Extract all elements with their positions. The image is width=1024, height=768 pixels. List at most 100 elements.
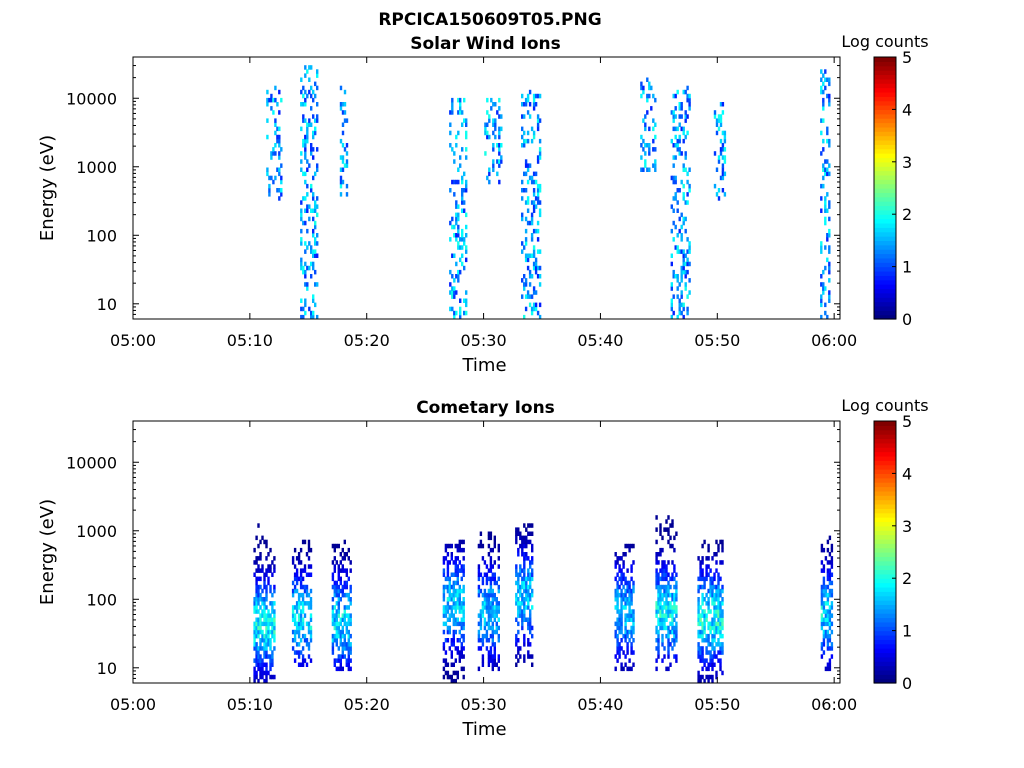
spectrogram-cell xyxy=(481,642,485,647)
spectrogram-cell xyxy=(523,138,526,144)
spectrogram-cell xyxy=(345,568,348,573)
spectrogram-cell xyxy=(493,572,496,577)
spectrogram-cell xyxy=(529,613,532,618)
spectrogram-cell xyxy=(489,617,493,622)
spectrogram-cell xyxy=(523,552,526,557)
spectrogram-cell xyxy=(343,110,347,115)
spectrogram-cell xyxy=(273,601,276,606)
spectrogram-cell xyxy=(628,658,631,663)
spectrogram-cell xyxy=(265,617,268,622)
spectrogram-cell xyxy=(304,118,307,123)
spectrogram-cell xyxy=(255,592,258,598)
spectrogram-cell xyxy=(307,605,311,610)
spectrogram-cell xyxy=(663,592,666,598)
spectrogram-cell xyxy=(515,531,518,536)
spectrogram-cell xyxy=(822,576,826,582)
spectrogram-cell xyxy=(527,597,530,602)
spectrogram-cell xyxy=(455,261,458,267)
spectrogram-cell xyxy=(707,564,710,569)
spectrogram-cell xyxy=(721,642,724,647)
spectrogram-cell xyxy=(453,233,456,238)
spectrogram-cell xyxy=(624,613,627,618)
spectrogram-cell xyxy=(485,605,489,610)
spectrogram-cell xyxy=(538,249,542,254)
spectrogram-cell xyxy=(715,122,719,127)
spectrogram-cell xyxy=(673,642,676,647)
spectrogram-cell xyxy=(312,192,315,197)
spectrogram-cell xyxy=(684,200,687,205)
spectrogram-cell xyxy=(530,233,534,238)
spectrogram-cell xyxy=(661,572,664,577)
spectrogram-cell xyxy=(703,662,706,667)
spectrogram-cell xyxy=(616,609,619,614)
spectrogram-cell xyxy=(293,605,297,610)
spectrogram-cell xyxy=(628,617,631,622)
spectrogram-cell xyxy=(465,212,468,218)
spectrogram-cell xyxy=(680,269,683,275)
spectrogram-cell xyxy=(457,278,460,283)
spectrogram-cell xyxy=(273,617,276,622)
spectrogram-cell xyxy=(719,147,723,152)
spectrogram-cell xyxy=(709,654,712,659)
x-tick-label: 05:30 xyxy=(461,331,507,350)
spectrogram-cell xyxy=(343,621,346,627)
spectrogram-cell xyxy=(530,216,534,222)
spectrogram-cell xyxy=(531,576,534,582)
spectrogram-cell xyxy=(255,670,258,676)
spectrogram-cell xyxy=(721,188,725,193)
spectrogram-cell xyxy=(721,588,724,594)
spectrogram-cell xyxy=(521,93,524,99)
spectrogram-cell xyxy=(828,617,832,622)
spectrogram-cell xyxy=(663,527,666,532)
spectrogram-cell xyxy=(498,134,501,140)
spectrogram-cell xyxy=(485,597,489,602)
spectrogram-cell xyxy=(312,208,315,213)
spectrogram-cell xyxy=(479,613,483,618)
spectrogram-cell xyxy=(630,609,633,614)
spectrogram-cell xyxy=(481,638,485,643)
spectrogram-cell xyxy=(276,102,279,107)
spectrogram-cell xyxy=(337,601,340,606)
spectrogram-cell xyxy=(491,625,494,631)
spectrogram-cell xyxy=(343,568,346,573)
spectrogram-cell xyxy=(820,274,823,279)
colorbar-segment xyxy=(874,499,896,505)
spectrogram-cell xyxy=(630,592,633,598)
spectrogram-cell xyxy=(477,621,481,627)
spectrogram-cell xyxy=(267,552,270,557)
spectrogram-cell xyxy=(824,633,828,639)
spectrogram-cell xyxy=(457,224,460,230)
spectrogram-cell xyxy=(675,654,678,659)
spectrogram-cell xyxy=(453,159,456,164)
spectrogram-cell xyxy=(453,290,456,295)
spectrogram-cell xyxy=(255,556,258,561)
spectrogram-cell xyxy=(699,617,702,622)
spectrogram-cell xyxy=(345,621,348,627)
spectrogram-cell xyxy=(705,613,708,618)
spectrogram-cell xyxy=(331,613,335,618)
spectrogram-cell xyxy=(532,290,536,295)
spectrogram-cell xyxy=(628,666,631,672)
spectrogram-cell xyxy=(719,625,722,631)
spectrogram-cell xyxy=(711,580,714,586)
spectrogram-cell xyxy=(721,110,725,115)
spectrogram-cell xyxy=(339,85,343,91)
spectrogram-cell xyxy=(303,584,307,590)
colorbar-segment xyxy=(874,652,896,658)
colorbar-label: Log counts xyxy=(841,32,928,51)
spectrogram-cell xyxy=(302,85,305,91)
spectrogram-cell xyxy=(331,646,335,651)
spectrogram-cell xyxy=(701,592,704,598)
spectrogram-cell xyxy=(820,77,823,82)
spectrogram-cell xyxy=(705,633,708,639)
spectrogram-cell xyxy=(491,597,494,602)
spectrogram-cell xyxy=(824,609,828,614)
spectrogram-cell xyxy=(450,678,453,684)
spectrogram-cell xyxy=(822,638,826,643)
spectrogram-cell xyxy=(715,584,718,590)
spectrogram-cell xyxy=(257,597,260,602)
spectrogram-cell xyxy=(719,633,722,639)
spectrogram-cell xyxy=(670,228,673,234)
spectrogram-cell xyxy=(532,286,536,291)
spectrogram-cell xyxy=(663,576,666,582)
